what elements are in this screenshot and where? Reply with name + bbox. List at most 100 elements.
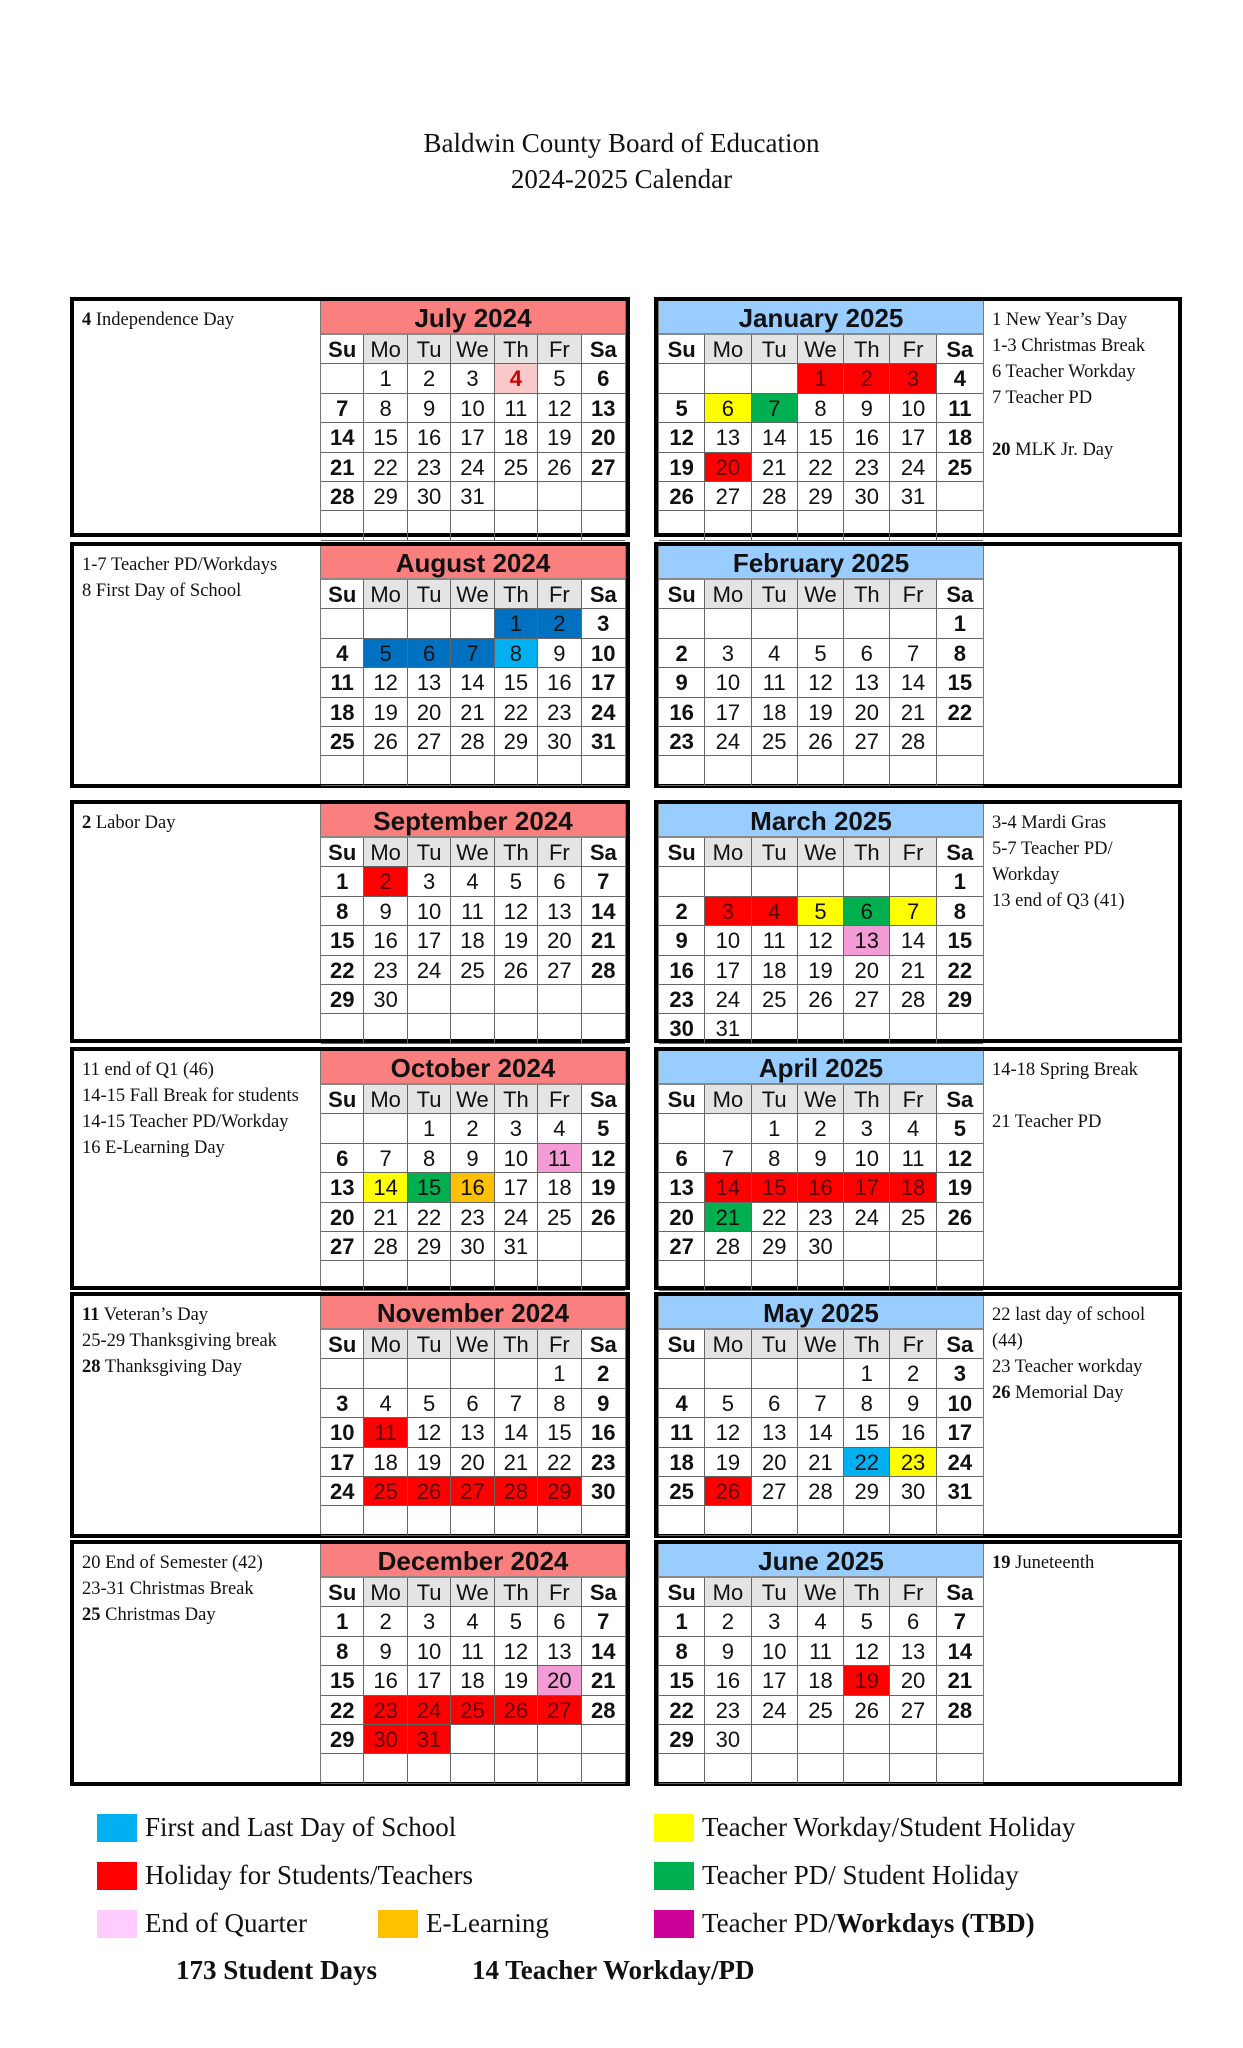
- day-cell[interactable]: 3: [407, 867, 452, 897]
- day-cell[interactable]: 25: [751, 726, 798, 757]
- day-cell[interactable]: 9: [797, 1143, 845, 1174]
- day-cell[interactable]: 26: [936, 1203, 983, 1232]
- day-cell[interactable]: 24: [494, 1202, 539, 1232]
- day-cell[interactable]: 10: [451, 393, 495, 424]
- day-cell[interactable]: 2: [407, 364, 452, 394]
- day-cell[interactable]: 27: [751, 1476, 798, 1507]
- day-cell[interactable]: 17: [581, 668, 625, 698]
- day-cell[interactable]: 19: [797, 697, 845, 727]
- day-cell[interactable]: 30: [407, 481, 452, 512]
- day-cell[interactable]: 26: [494, 955, 539, 985]
- day-cell[interactable]: 10: [407, 1636, 452, 1667]
- day-cell[interactable]: 24: [321, 1476, 365, 1507]
- day-cell[interactable]: 19: [844, 1666, 891, 1696]
- day-cell[interactable]: 16: [797, 1173, 845, 1203]
- day-cell[interactable]: 28: [321, 481, 365, 512]
- day-cell[interactable]: 19: [659, 452, 706, 482]
- day-cell[interactable]: 5: [844, 1607, 891, 1637]
- day-cell[interactable]: 15: [321, 926, 365, 956]
- day-cell[interactable]: 24: [407, 1695, 452, 1725]
- day-cell[interactable]: 22: [936, 698, 983, 727]
- day-cell[interactable]: 4: [494, 364, 539, 394]
- day-cell[interactable]: 10: [936, 1389, 983, 1419]
- day-cell[interactable]: 28: [751, 481, 798, 512]
- day-cell[interactable]: 26: [407, 1476, 452, 1507]
- day-cell[interactable]: 2: [659, 638, 706, 669]
- day-cell[interactable]: 24: [705, 984, 752, 1015]
- day-cell[interactable]: 22: [659, 1695, 706, 1725]
- day-cell[interactable]: 30: [364, 1724, 408, 1755]
- day-cell[interactable]: 10: [844, 1143, 891, 1174]
- day-cell[interactable]: 12: [364, 668, 408, 698]
- day-cell[interactable]: 22: [797, 452, 845, 482]
- day-cell[interactable]: 16: [364, 926, 408, 956]
- day-cell[interactable]: 30: [659, 1014, 706, 1044]
- day-cell[interactable]: 25: [890, 1202, 937, 1232]
- day-cell[interactable]: 8: [364, 393, 408, 424]
- day-cell[interactable]: 13: [321, 1173, 365, 1203]
- day-cell[interactable]: 7: [581, 867, 625, 897]
- day-cell[interactable]: 18: [451, 1666, 495, 1696]
- day-cell[interactable]: 3: [705, 638, 752, 669]
- day-cell[interactable]: 6: [451, 1388, 495, 1419]
- day-cell[interactable]: 5: [705, 1388, 752, 1419]
- day-cell[interactable]: 13: [659, 1173, 706, 1203]
- day-cell[interactable]: 8: [321, 896, 365, 927]
- day-cell[interactable]: 23: [659, 726, 706, 757]
- day-cell[interactable]: 3: [321, 1388, 365, 1419]
- day-cell[interactable]: 3: [844, 1114, 891, 1144]
- day-cell[interactable]: 14: [936, 1637, 983, 1667]
- day-cell[interactable]: 8: [844, 1388, 891, 1419]
- day-cell[interactable]: 25: [936, 453, 983, 482]
- day-cell[interactable]: 23: [659, 984, 706, 1015]
- day-cell[interactable]: 1: [659, 1607, 706, 1637]
- day-cell[interactable]: 19: [494, 926, 539, 956]
- day-cell[interactable]: 23: [364, 1695, 408, 1725]
- day-cell[interactable]: 17: [751, 1666, 798, 1696]
- day-cell[interactable]: 9: [407, 393, 452, 424]
- day-cell[interactable]: 30: [797, 1231, 845, 1262]
- day-cell[interactable]: 31: [494, 1231, 539, 1262]
- day-cell[interactable]: 29: [538, 1476, 582, 1507]
- day-cell[interactable]: 28: [581, 1696, 625, 1725]
- day-cell[interactable]: 12: [797, 668, 845, 698]
- day-cell[interactable]: 2: [659, 896, 706, 927]
- day-cell[interactable]: 26: [364, 726, 408, 757]
- day-cell[interactable]: 20: [659, 1202, 706, 1232]
- day-cell[interactable]: 14: [797, 1418, 845, 1448]
- day-cell[interactable]: 6: [581, 364, 625, 394]
- day-cell[interactable]: 5: [797, 896, 845, 927]
- day-cell[interactable]: 21: [705, 1202, 752, 1232]
- day-cell[interactable]: 12: [538, 393, 582, 424]
- day-cell[interactable]: 16: [407, 423, 452, 453]
- day-cell[interactable]: 23: [797, 1202, 845, 1232]
- day-cell[interactable]: 11: [659, 1418, 706, 1448]
- day-cell[interactable]: 22: [407, 1202, 452, 1232]
- day-cell[interactable]: 20: [844, 955, 891, 985]
- day-cell[interactable]: 4: [451, 1607, 495, 1637]
- day-cell[interactable]: 24: [407, 955, 452, 985]
- day-cell[interactable]: 14: [705, 1173, 752, 1203]
- day-cell[interactable]: 11: [751, 668, 798, 698]
- day-cell[interactable]: 18: [751, 955, 798, 985]
- day-cell[interactable]: 13: [844, 926, 891, 956]
- day-cell[interactable]: 20: [538, 1666, 582, 1696]
- day-cell[interactable]: 25: [364, 1476, 408, 1507]
- day-cell[interactable]: 17: [890, 423, 937, 453]
- day-cell[interactable]: 30: [581, 1477, 625, 1507]
- day-cell[interactable]: 12: [494, 896, 539, 927]
- day-cell[interactable]: 7: [936, 1607, 983, 1637]
- day-cell[interactable]: 2: [364, 867, 408, 897]
- day-cell[interactable]: 21: [936, 1666, 983, 1696]
- day-cell[interactable]: 15: [538, 1418, 582, 1448]
- day-cell[interactable]: 2: [890, 1359, 937, 1389]
- day-cell[interactable]: 27: [890, 1695, 937, 1725]
- day-cell[interactable]: 21: [581, 926, 625, 956]
- day-cell[interactable]: 22: [494, 697, 539, 727]
- day-cell[interactable]: 13: [890, 1636, 937, 1667]
- day-cell[interactable]: 1: [538, 1359, 582, 1389]
- day-cell[interactable]: 6: [751, 1388, 798, 1419]
- day-cell[interactable]: 26: [538, 452, 582, 482]
- day-cell[interactable]: 16: [659, 955, 706, 985]
- day-cell[interactable]: 20: [451, 1447, 495, 1477]
